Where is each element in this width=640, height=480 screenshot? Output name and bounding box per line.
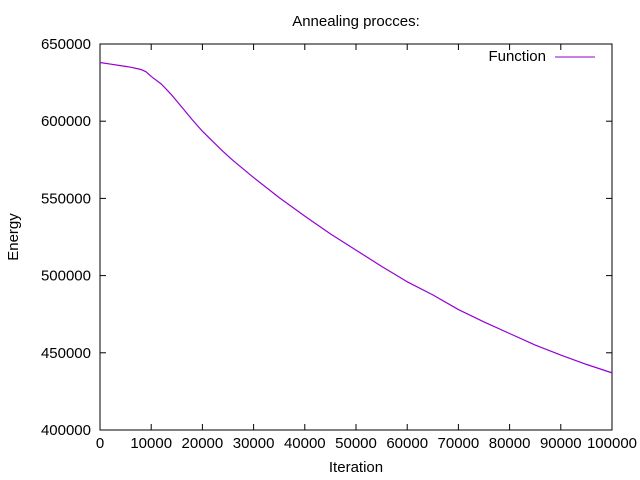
x-tick-label: 30000	[233, 435, 275, 452]
legend-label-function: Function	[488, 48, 546, 65]
x-tick-label: 0	[96, 435, 104, 452]
y-tick-label: 550000	[41, 190, 91, 207]
x-axis-ticks: 0 10000 20000 30000 40000 50000 60000 70000 8000…	[96, 44, 637, 452]
x-tick-label: 70000	[438, 435, 480, 452]
x-tick-label: 80000	[489, 435, 531, 452]
x-tick-label: 20000	[182, 435, 224, 452]
x-tick-label: 10000	[130, 435, 172, 452]
series-layer	[99, 61, 613, 374]
chart-title: Annealing procces:	[292, 13, 420, 30]
y-tick-label: 400000	[41, 422, 91, 439]
y-axis-ticks: 400000 450000 500000 550000 600000 650000	[41, 36, 612, 439]
series-line-function	[99, 61, 613, 374]
legend: Function	[488, 48, 595, 65]
x-tick-label: 90000	[540, 435, 582, 452]
y-tick-label: 650000	[41, 36, 91, 53]
x-tick-label: 100000	[587, 435, 637, 452]
x-tick-label: 40000	[284, 435, 326, 452]
y-tick-label: 450000	[41, 345, 91, 362]
y-axis-label: Energy	[5, 213, 22, 261]
x-axis-label: Iteration	[329, 459, 383, 476]
y-tick-label: 600000	[41, 113, 91, 130]
x-tick-label: 50000	[335, 435, 377, 452]
x-tick-label: 60000	[386, 435, 428, 452]
y-tick-label: 500000	[41, 268, 91, 285]
